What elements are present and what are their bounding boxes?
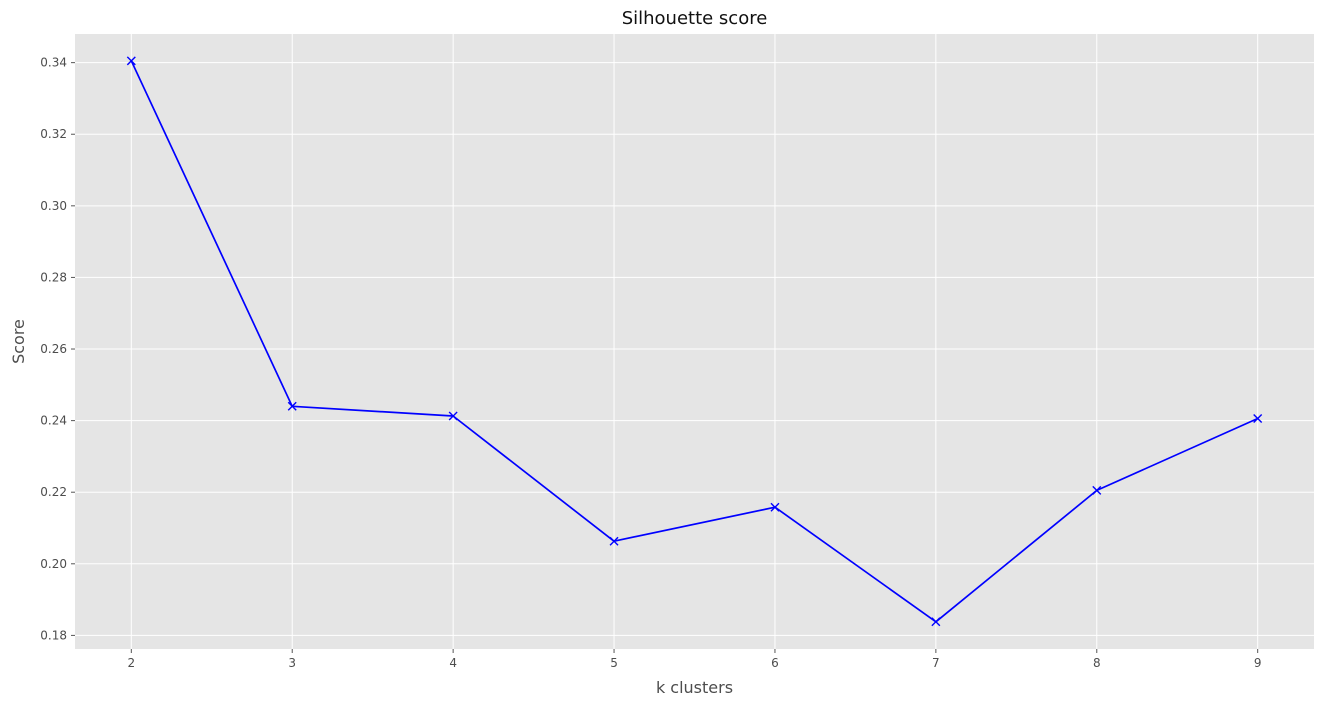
x-tick-label: 8 (1093, 656, 1101, 670)
y-tick-label: 0.24 (40, 414, 67, 428)
y-tick-label: 0.18 (40, 628, 67, 642)
x-axis-label: k clusters (656, 678, 733, 697)
y-tick-label: 0.26 (40, 342, 67, 356)
x-tick-label: 5 (610, 656, 618, 670)
data-point-marker (1253, 413, 1263, 423)
y-tick-label: 0.20 (40, 557, 67, 571)
x-tick-label: 7 (932, 656, 940, 670)
data-point-marker (609, 536, 619, 546)
data-point-marker (770, 502, 780, 512)
x-tick-label: 3 (288, 656, 296, 670)
data-point-marker (448, 411, 458, 421)
series-layer (126, 56, 1263, 627)
y-tick-label: 0.28 (40, 270, 67, 284)
data-point-marker (287, 401, 297, 411)
y-tick-label: 0.34 (40, 56, 67, 70)
series-line (130, 60, 1259, 623)
y-axis-label: Score (9, 319, 28, 364)
data-point-marker (1092, 485, 1102, 495)
y-tick-label: 0.32 (40, 127, 67, 141)
data-point-marker (126, 56, 136, 66)
x-tick-label: 4 (449, 656, 457, 670)
y-tick-label: 0.30 (40, 199, 67, 213)
x-tick-label: 6 (771, 656, 779, 670)
plot-background (75, 34, 1314, 649)
x-tick-label: 2 (127, 656, 135, 670)
y-tick-label: 0.22 (40, 485, 67, 499)
data-point-marker (931, 617, 941, 627)
x-tick-label: 9 (1254, 656, 1262, 670)
grid-lines (75, 34, 1314, 649)
axis-ticks: 2 3 4 5 6 7 8 9 0.18 0.20 0.22 0.24 0.26 0.28 0.30 0.32… (40, 56, 1261, 670)
chart-title: Silhouette score (622, 8, 768, 29)
